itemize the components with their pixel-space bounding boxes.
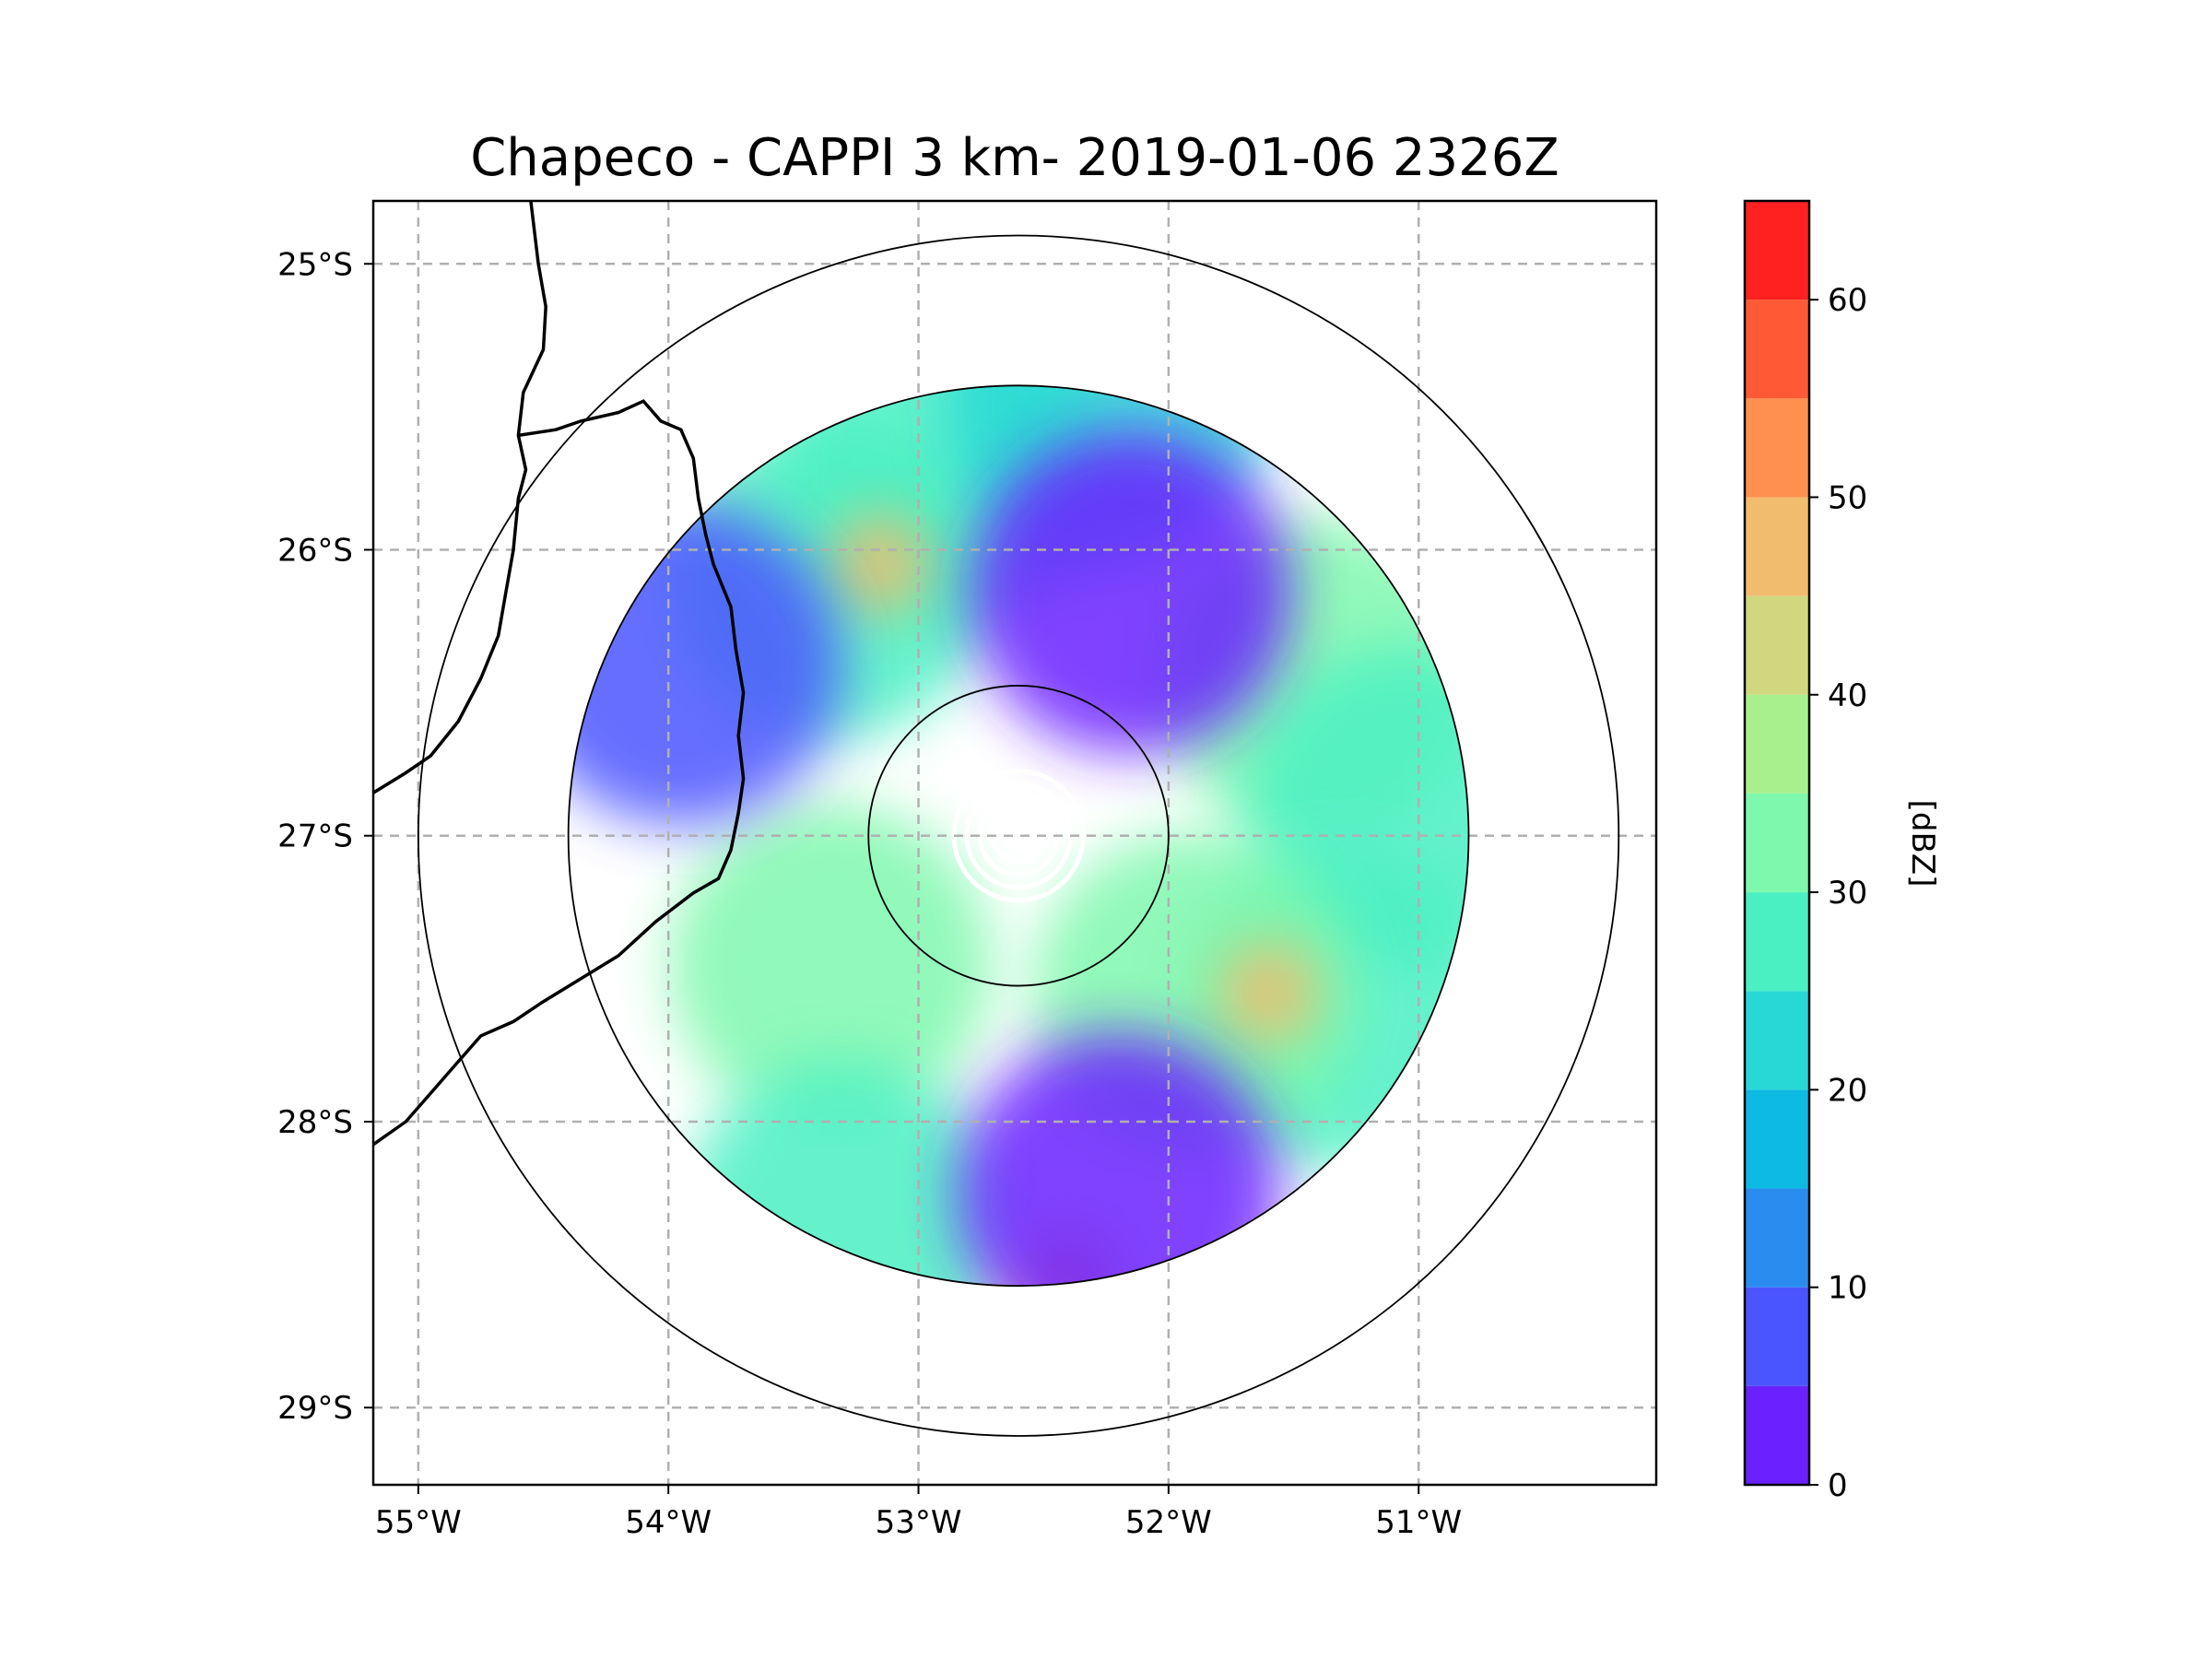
colorbar-segment xyxy=(1745,595,1809,695)
colorbar-segment xyxy=(1745,694,1809,794)
y-tick-label: 29°S xyxy=(277,1390,353,1427)
colorbar-tick-label: 50 xyxy=(1828,479,1867,516)
echo-region xyxy=(682,1060,1006,1287)
echo-region xyxy=(830,513,932,616)
colorbar: 0 10 20 30 40 50 60 [dBZ] xyxy=(1743,199,1941,1504)
colorbar-segment xyxy=(1745,991,1809,1090)
colorbar-tick-label: 0 xyxy=(1828,1467,1848,1504)
x-tick-label: 52°W xyxy=(1125,1504,1212,1541)
y-axis-ticks: 25°S 26°S 27°S 28°S 29°S xyxy=(277,246,373,1427)
range-ring xyxy=(417,234,1620,1437)
colorbar-segment xyxy=(1745,201,1809,300)
y-tick-label: 27°S xyxy=(277,818,353,855)
x-tick-label: 54°W xyxy=(625,1504,712,1541)
colorbar-frame xyxy=(1743,199,1811,1487)
state-border-line xyxy=(373,201,547,794)
x-tick-label: 55°W xyxy=(375,1504,462,1541)
colorbar-segment xyxy=(1745,793,1809,893)
state-borders xyxy=(373,201,746,1147)
chart-title: Chapeco - CAPPI 3 km- 2019-01-06 2326Z xyxy=(470,128,1559,188)
colorbar-segment xyxy=(1745,1385,1809,1485)
x-tick-label: 51°W xyxy=(1375,1504,1462,1541)
y-tick-label: 26°S xyxy=(277,532,353,569)
state-border-line xyxy=(373,399,746,1147)
colorbar-segment xyxy=(1745,892,1809,992)
colorbar-tick-label: 40 xyxy=(1828,677,1867,714)
colorbar-tick-label: 10 xyxy=(1828,1270,1867,1307)
range-ring xyxy=(867,685,1170,987)
colorbar-segment xyxy=(1745,1188,1809,1288)
colorbar-tick-label: 60 xyxy=(1828,282,1867,319)
colorbar-segment xyxy=(1745,1089,1809,1189)
map-frame xyxy=(371,199,1658,1487)
x-axis-ticks: 55°W 54°W 53°W 52°W 51°W xyxy=(375,1485,1462,1541)
x-tick-label: 53°W xyxy=(876,1504,962,1541)
colorbar-tick-label: 30 xyxy=(1828,875,1867,912)
echo-region xyxy=(970,431,1293,755)
colorbar-segment xyxy=(1745,497,1809,596)
colorbar-segment xyxy=(1745,300,1809,399)
y-tick-label: 25°S xyxy=(277,246,353,283)
colorbar-label: [dBZ] xyxy=(1904,800,1941,888)
colorbar-tick-label: 20 xyxy=(1828,1072,1867,1109)
colorbar-segment xyxy=(1745,1287,1809,1386)
range-ring xyxy=(567,384,1470,1288)
y-tick-label: 28°S xyxy=(277,1104,353,1141)
map-axes: 55°W 54°W 53°W 52°W 51°W 25°S 26°S 27°S 28°S 29°… xyxy=(277,199,1658,1541)
colorbar-segment xyxy=(1745,398,1809,498)
echo-region xyxy=(1218,942,1320,1044)
echo-region xyxy=(669,803,993,1126)
map-gridlines xyxy=(373,201,1656,1485)
range-rings xyxy=(417,234,1620,1437)
